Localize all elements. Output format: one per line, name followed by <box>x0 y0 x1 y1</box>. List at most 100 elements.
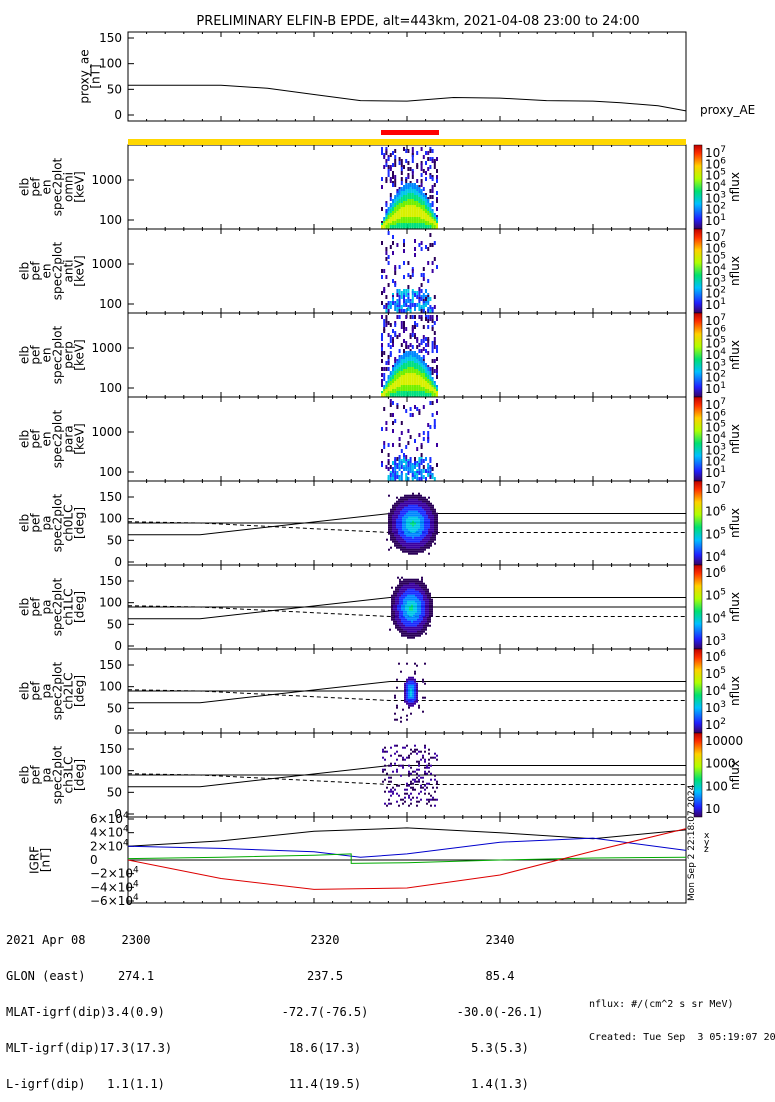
pa-pixel <box>408 520 410 523</box>
spectrogram-pixel <box>398 309 401 313</box>
spectrogram-pixel <box>418 225 421 229</box>
pa-pixel <box>395 604 397 607</box>
spectrogram-pixel <box>385 295 388 299</box>
pa-pixel <box>418 548 420 551</box>
pa-pixel <box>418 492 420 495</box>
pa-pixel <box>408 510 410 513</box>
pa-pixel <box>398 794 400 797</box>
pa-pixel <box>396 502 398 505</box>
pa-pixel <box>404 528 406 531</box>
spectrogram-pixel <box>385 305 388 309</box>
pa-pixel <box>397 618 399 621</box>
pa-pixel <box>434 536 436 539</box>
ylabel-line: [keV] <box>73 255 87 286</box>
footer-notes: nflux: #/(cm^2 s sr MeV) Created: Tue Se… <box>589 977 775 1054</box>
pa-pixel <box>401 594 403 597</box>
spectrogram-pixel <box>422 405 425 409</box>
pa-pixel <box>411 608 413 611</box>
spectrogram-pixel <box>416 225 419 229</box>
pa-pixel <box>411 622 413 625</box>
pa-pixel <box>405 592 407 595</box>
pa-pixel <box>394 526 396 529</box>
pa-pixel <box>429 594 431 597</box>
pa-pixel <box>398 536 400 539</box>
spectrogram-pixel <box>436 265 438 269</box>
pa-pixel <box>396 506 398 509</box>
pa-pixel <box>392 532 394 535</box>
pa-pixel <box>396 526 398 529</box>
spectrogram-pixel <box>420 445 423 449</box>
pa-pixel <box>388 520 390 523</box>
pa-pixel <box>408 550 410 553</box>
colorbar-tick-label: 104 <box>705 431 726 446</box>
pa-pixel <box>406 756 408 759</box>
pa-pixel <box>398 502 400 505</box>
pa-pixel <box>425 618 427 621</box>
pa-pixel <box>402 546 404 549</box>
y-tick-label: 50 <box>107 701 122 715</box>
spectrogram-pixel <box>405 149 408 153</box>
pa-pixel <box>412 512 414 515</box>
spectrogram-pixel <box>381 367 383 371</box>
pa-pixel <box>428 792 430 795</box>
pa-pixel <box>422 542 424 545</box>
pa-pixel <box>393 622 395 625</box>
pa-pixel <box>393 600 395 603</box>
spectrogram-pixel <box>381 269 383 273</box>
spectrogram-pixel <box>416 295 419 299</box>
pa-pixel <box>413 596 415 599</box>
pa-pixel <box>414 508 416 511</box>
pa-pixel <box>434 516 436 519</box>
pa-pixel <box>414 500 416 503</box>
pa-pixel <box>399 628 401 631</box>
pa-pixel <box>406 698 408 701</box>
colorbar-tick-label: 103 <box>705 442 726 457</box>
ylabel-line: ch3LC <box>62 757 76 794</box>
spectrogram-pixel <box>394 163 397 167</box>
igrf-series-z <box>127 853 687 864</box>
pa-pixel <box>411 612 413 615</box>
pa-pixel <box>415 584 417 587</box>
colorbar-tick-label: 103 <box>705 700 726 715</box>
pa-pixel <box>401 634 403 637</box>
pa-pixel <box>398 522 400 525</box>
pa-pixel <box>399 622 401 625</box>
spectrogram-pixel <box>411 393 414 397</box>
pa-pixel <box>419 604 421 607</box>
pa-pixel <box>418 502 420 505</box>
pa-pixel <box>384 758 386 761</box>
pa-pixel <box>400 670 402 673</box>
spectrogram-pixel <box>389 403 392 407</box>
pa-pixel <box>405 624 407 627</box>
proxy-ae-ylabel: proxy_ae[nT] <box>78 49 103 103</box>
spectrogram-pixel <box>398 303 401 307</box>
pa-pixel <box>421 616 423 619</box>
spectrogram-pixel <box>398 299 401 303</box>
y-tick-label: 0 <box>114 723 122 737</box>
spectrogram-pixel <box>436 349 438 353</box>
pa-pixel <box>434 508 436 511</box>
pa-pixel <box>414 502 416 505</box>
spectrogram-pixel <box>414 325 416 329</box>
pa-pixel <box>422 544 424 547</box>
pa-pixel <box>410 502 412 505</box>
spectrogram-pixel <box>381 449 383 453</box>
loss-cone-line <box>128 596 686 620</box>
pa-pixel <box>409 624 411 627</box>
pa-pixel <box>416 532 418 535</box>
pa-pixel <box>436 512 438 515</box>
pa-pixel <box>406 792 408 795</box>
pa-pixel <box>420 518 422 521</box>
pa-pixel <box>390 524 392 527</box>
pa-pixel <box>402 518 404 521</box>
spectrogram-pixel <box>425 171 427 175</box>
pa-pixel <box>419 624 421 627</box>
pa-pixel <box>412 540 414 543</box>
spectrogram-pixel <box>418 477 421 481</box>
pa-pixel <box>420 498 422 501</box>
spectrogram-pixel <box>409 315 412 319</box>
pa-pixel <box>420 750 422 753</box>
pa-pixel <box>432 536 434 539</box>
spectrogram-pixel <box>416 407 419 411</box>
spectrogram-pixel <box>392 467 394 471</box>
